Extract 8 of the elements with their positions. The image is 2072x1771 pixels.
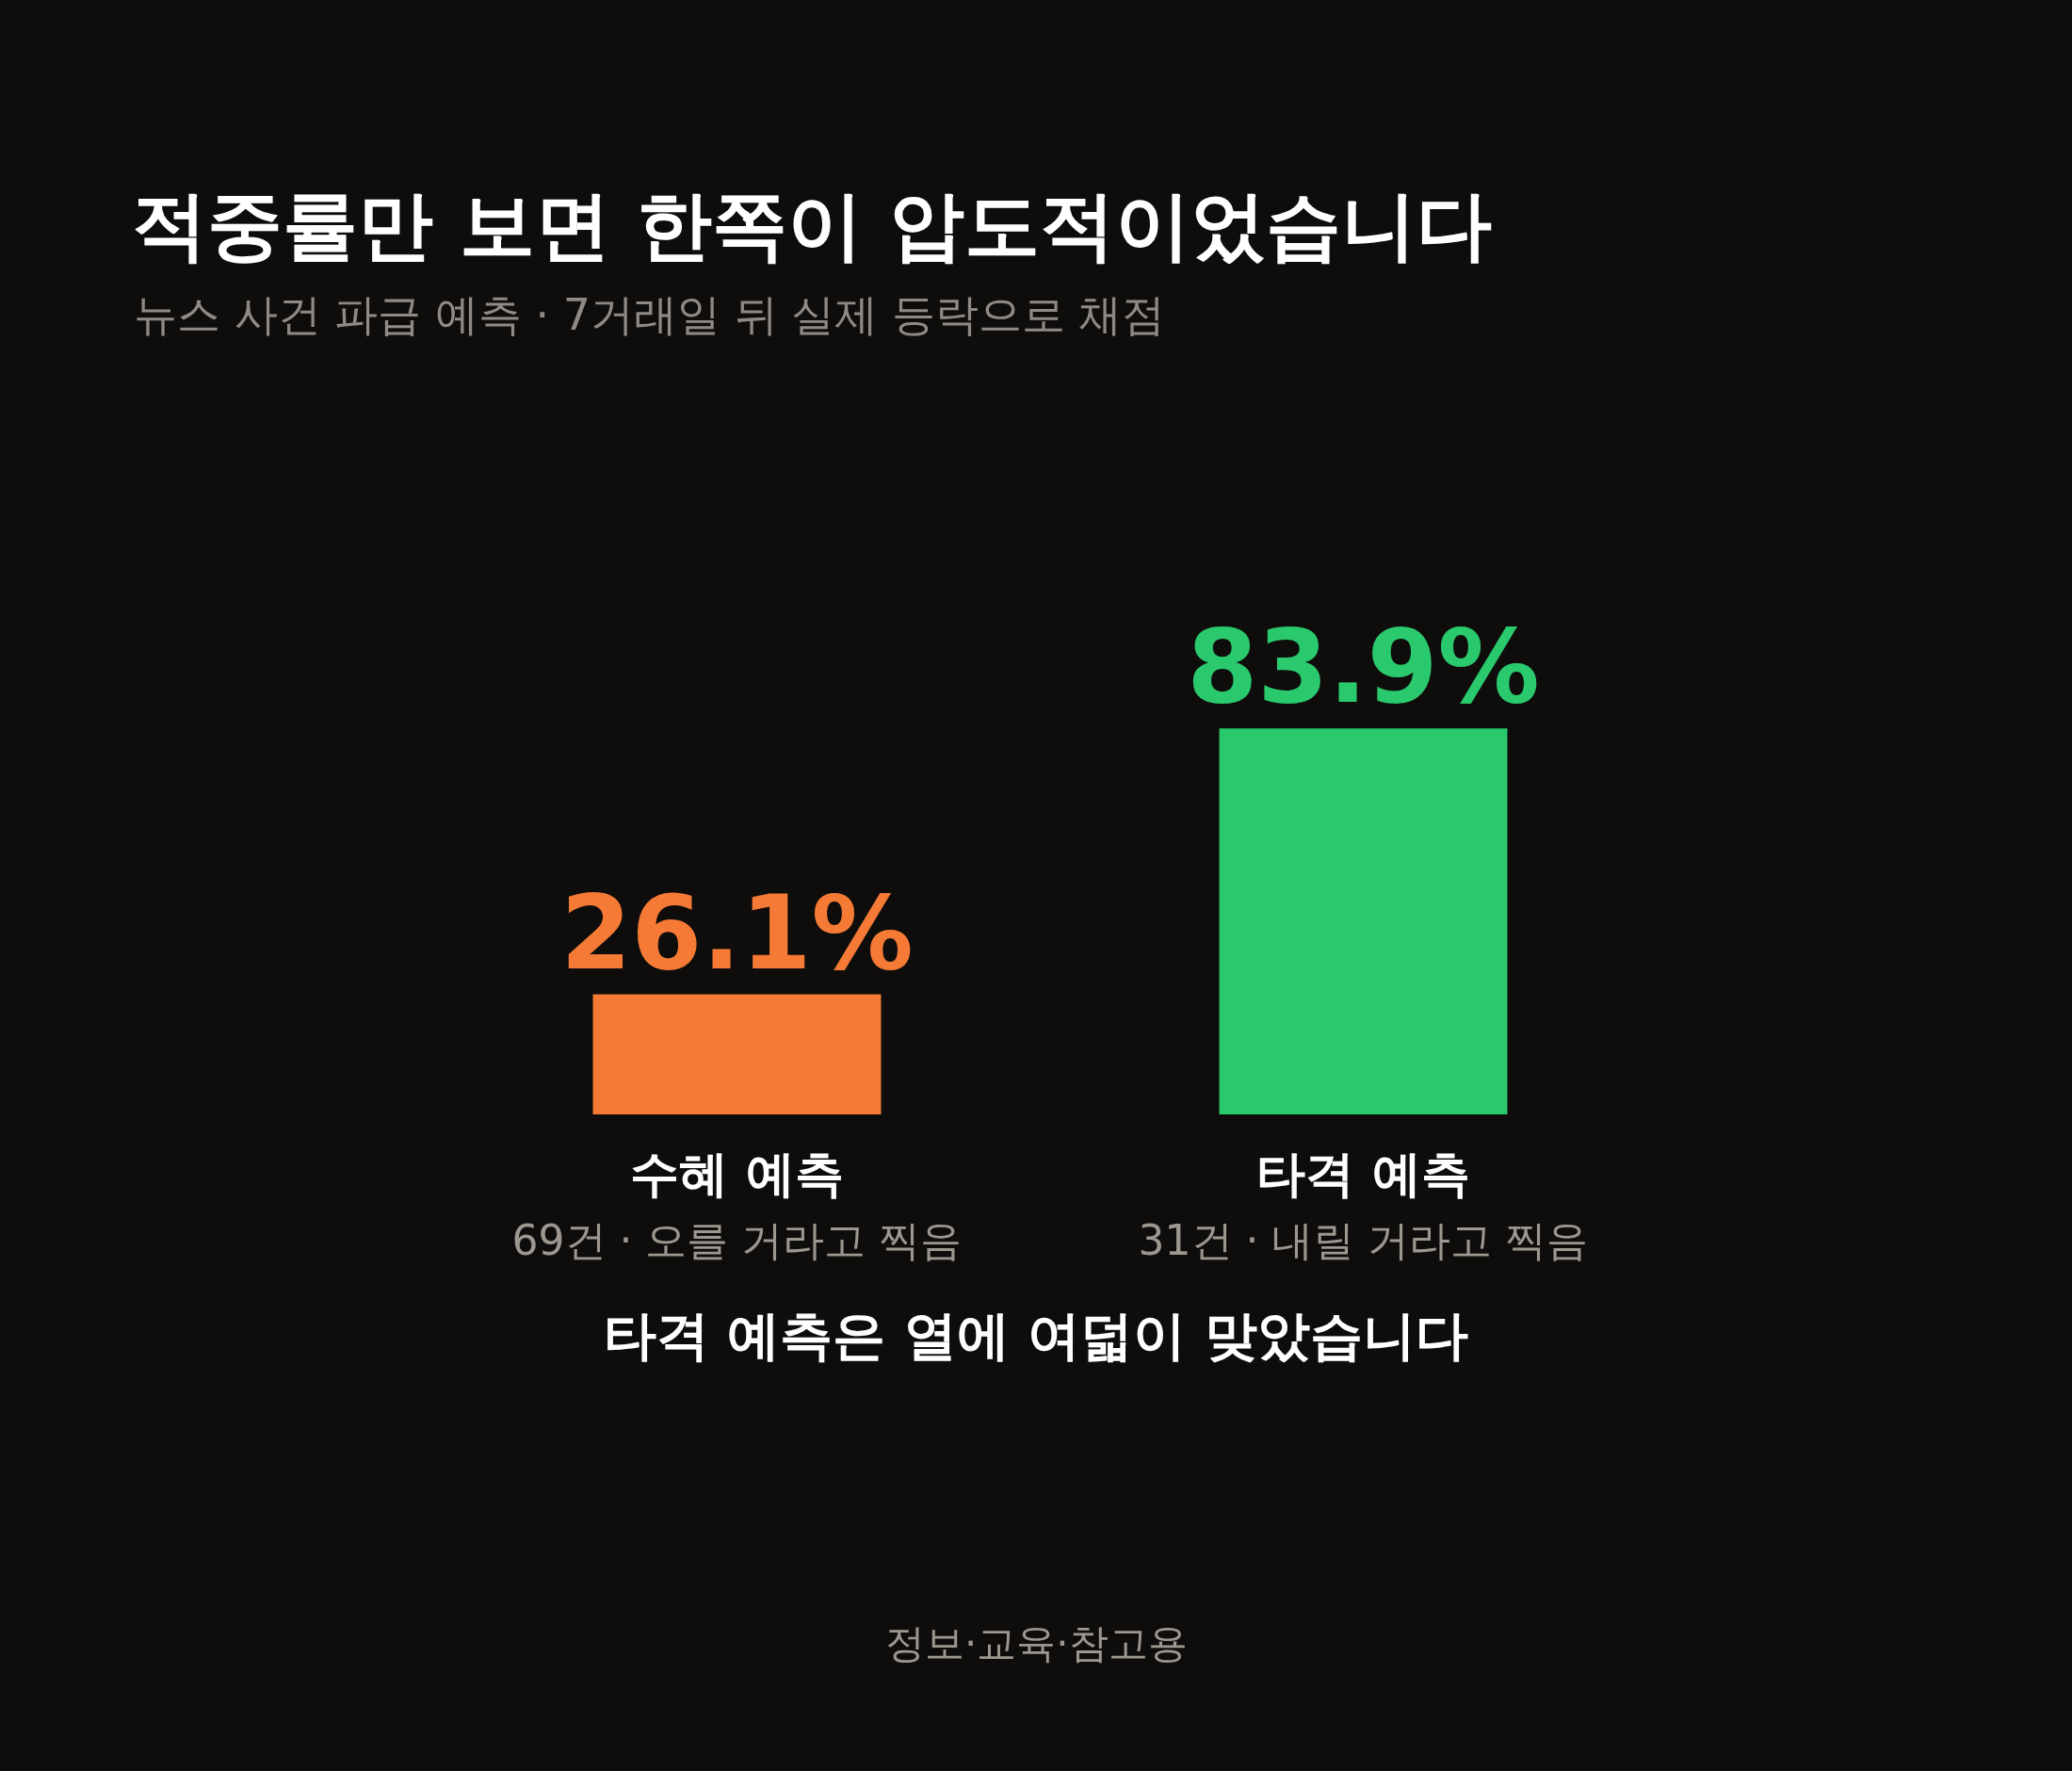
data-label: 26.1% <box>560 873 914 992</box>
data-label: 83.9% <box>1187 608 1540 726</box>
chart-subtitle: 뉴스 사건 파급 예측 · 7거래일 뒤 실제 등락으로 채점 <box>134 289 1166 340</box>
text: 정보·교육·참고용 <box>885 1620 1188 1666</box>
chart-title: 적중률만 보면 한쪽이 압도적이었습니다 <box>132 182 1492 269</box>
text: 타격 예측은 열에 여덟이 맞았습니다 <box>604 1305 1468 1366</box>
x-tick-label: 수혜 예측 69건 · 오를 거라고 찍음 <box>511 1145 963 1264</box>
x-tick-label: 타격 예측 31건 · 내릴 거라고 찍음 <box>1138 1145 1589 1264</box>
